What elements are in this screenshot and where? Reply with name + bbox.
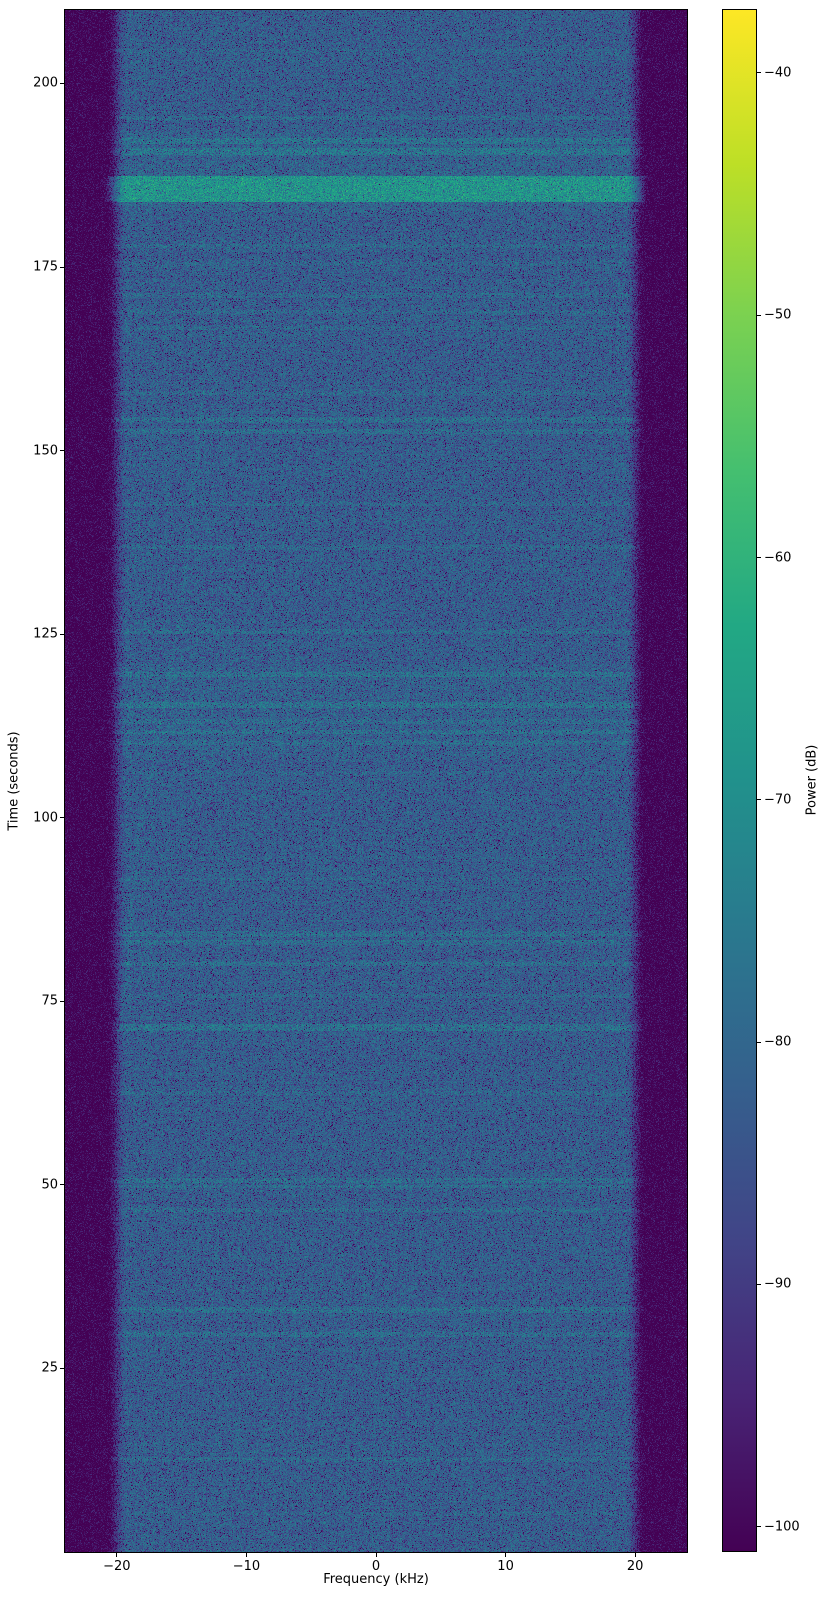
x-tick-label: −10 [232,1559,261,1574]
x-tick-label: 20 [626,1559,644,1574]
y-tick-mark [60,450,65,452]
colorbar-tick-mark [757,1526,761,1528]
x-tick-label: 10 [497,1559,514,1574]
y-axis-label: Time (seconds) [6,731,22,831]
x-tick-mark [116,1552,118,1557]
colorbar-tick-mark [757,557,761,559]
y-tick-label: 25 [41,1360,58,1376]
colorbar-gradient [723,10,756,1551]
x-tick-mark [505,1552,507,1557]
y-tick-label: 75 [41,993,58,1009]
colorbar-tick-mark [757,314,761,316]
y-tick-label: 175 [33,259,58,275]
x-axis-label: Frequency (kHz) [323,1572,429,1587]
x-tick-mark [634,1552,636,1557]
colorbar-tick-label: −80 [764,1034,792,1050]
y-tick-label: 100 [33,810,58,826]
colorbar-tick-label: −90 [764,1276,792,1292]
colorbar-tick-label: −70 [764,792,792,808]
colorbar-tick-label: −60 [764,550,792,566]
colorbar-tick-label: −100 [764,1519,800,1535]
colorbar-tick-mark [757,1041,761,1043]
y-tick-mark [60,266,65,268]
y-tick-label: 200 [33,75,58,91]
colorbar-tick-mark [757,1283,761,1285]
y-tick-label: 50 [41,1177,58,1193]
spectrogram-heatmap [65,10,687,1552]
y-tick-mark [60,82,65,84]
y-tick-label: 150 [33,443,58,459]
colorbar-label: Power (dB) [804,744,820,816]
y-tick-label: 125 [33,626,58,642]
y-tick-mark [60,633,65,635]
colorbar-tick-label: −40 [764,65,792,81]
colorbar-tick-mark [757,72,761,74]
x-tick-label: −20 [103,1559,131,1574]
y-tick-mark [60,1184,65,1186]
colorbar-tick-mark [757,799,761,801]
y-tick-mark [60,1000,65,1002]
y-tick-mark [60,1367,65,1369]
y-tick-mark [60,817,65,819]
x-tick-label: 0 [371,1559,381,1574]
colorbar-tick-label: −50 [764,307,792,323]
x-tick-mark [375,1552,377,1557]
x-tick-mark [245,1552,247,1557]
